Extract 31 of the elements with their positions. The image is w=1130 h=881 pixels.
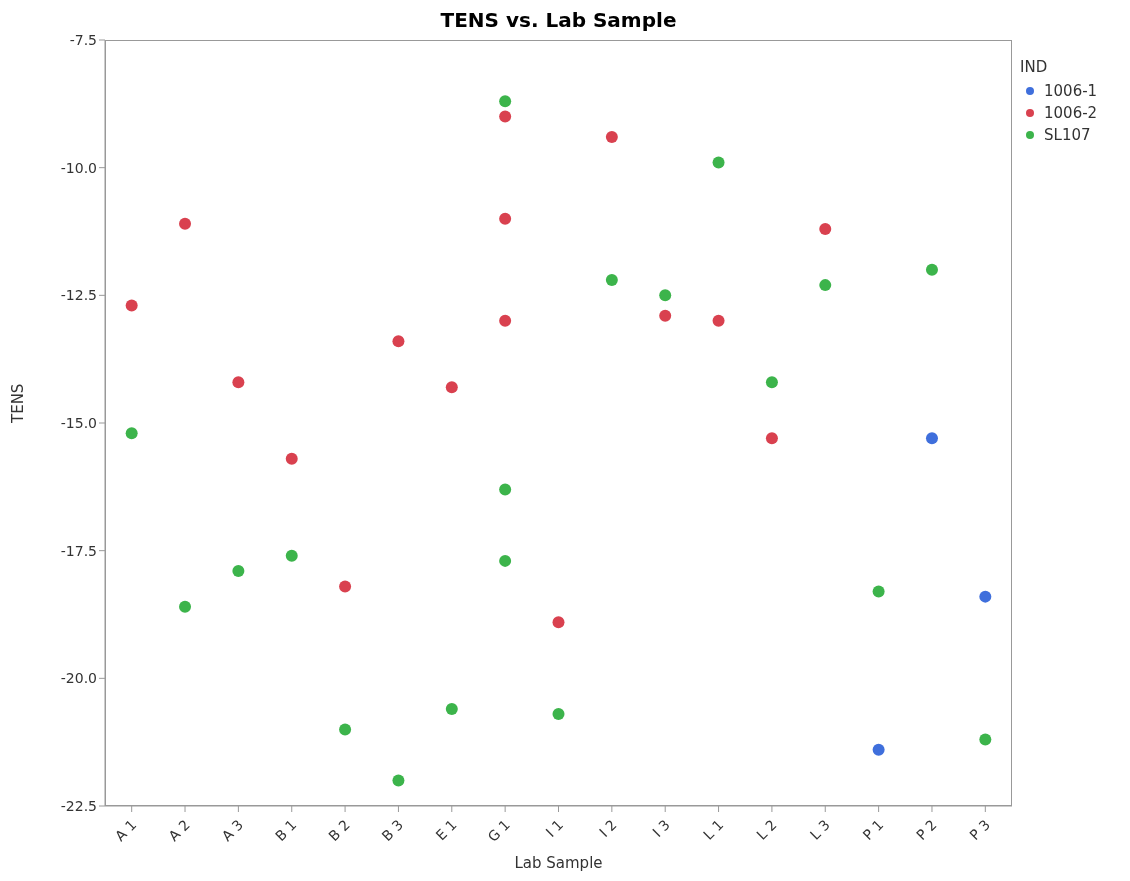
y-tick-label: -10.0 xyxy=(60,159,97,176)
x-tick-label: I 2 xyxy=(595,816,620,841)
x-tick-label: P 2 xyxy=(913,816,940,844)
x-tick-label: P 1 xyxy=(859,816,887,844)
x-tick-label: A 2 xyxy=(165,816,193,844)
x-tick-label: L 1 xyxy=(700,816,727,843)
x-tick-label: B 1 xyxy=(271,816,300,845)
x-tick-label: L 2 xyxy=(753,816,780,843)
x-tick-label: A 1 xyxy=(111,816,140,844)
legend-label: 1006-1 xyxy=(1044,82,1098,100)
x-tick-label: L 3 xyxy=(806,816,834,843)
legend-label: 1006-2 xyxy=(1044,104,1098,122)
legend-title: IND xyxy=(1020,58,1049,76)
x-tick-label: E 1 xyxy=(432,816,460,844)
x-tick-label: A 3 xyxy=(218,816,247,844)
chart-title: TENS vs. Lab Sample xyxy=(439,8,678,32)
x-tick-label: P 3 xyxy=(966,816,994,844)
y-tick-label: -7.5 xyxy=(69,31,97,48)
x-tick-label: B 2 xyxy=(325,816,353,845)
legend-label: SL107 xyxy=(1044,126,1091,144)
x-tick-label: B 3 xyxy=(378,816,407,845)
y-tick-label: -22.5 xyxy=(60,797,97,814)
x-axis-title: Lab Sample xyxy=(514,854,603,872)
x-tick-label: I 3 xyxy=(649,816,673,841)
y-tick-label: -12.5 xyxy=(60,287,97,304)
x-tick-label: G 1 xyxy=(484,816,513,845)
y-tick-label: -15.0 xyxy=(60,414,97,431)
y-axis-title: TENS xyxy=(9,383,28,424)
y-tick-label: -17.5 xyxy=(60,542,97,559)
y-tick-label: -20.0 xyxy=(60,670,97,687)
x-tick-label: I 1 xyxy=(542,816,567,841)
